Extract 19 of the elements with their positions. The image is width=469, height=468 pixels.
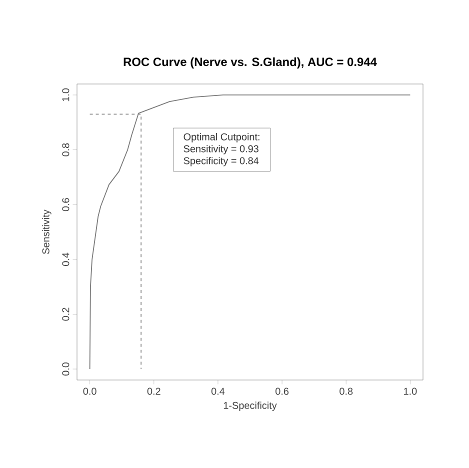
y-tick-label: 1.0	[62, 88, 70, 102]
annotation: Optimal Cutpoint:	[184, 133, 260, 142]
annotation: Sensitivity = 0.93	[184, 145, 258, 154]
chart-title: ROC Curve (Nerve vs. S.Gland), AUC = 0.944	[124, 57, 377, 69]
y-tick-label: 0.8	[62, 143, 70, 156]
y-tick-label: 0.4	[62, 252, 70, 266]
x-tick-label: 0.2	[147, 388, 160, 395]
annotation: Specificity = 0.84	[184, 156, 259, 166]
x-tick-label: 1.0	[404, 388, 417, 395]
x-tick-label: 0.0	[83, 388, 96, 395]
line-series	[89, 94, 411, 370]
y-tick-label: 0.6	[62, 198, 70, 212]
y-tick-label: 0.0	[62, 362, 70, 376]
x-axis-title: 1-Specificity	[224, 402, 277, 411]
x-tick-label: 0.6	[276, 388, 289, 395]
x-tick-label: 0.8	[340, 388, 353, 395]
x-tick-label: 0.4	[211, 388, 225, 395]
y-axis-title: Sensitivity	[42, 210, 52, 254]
y-tick-label: 0.2	[62, 308, 70, 321]
